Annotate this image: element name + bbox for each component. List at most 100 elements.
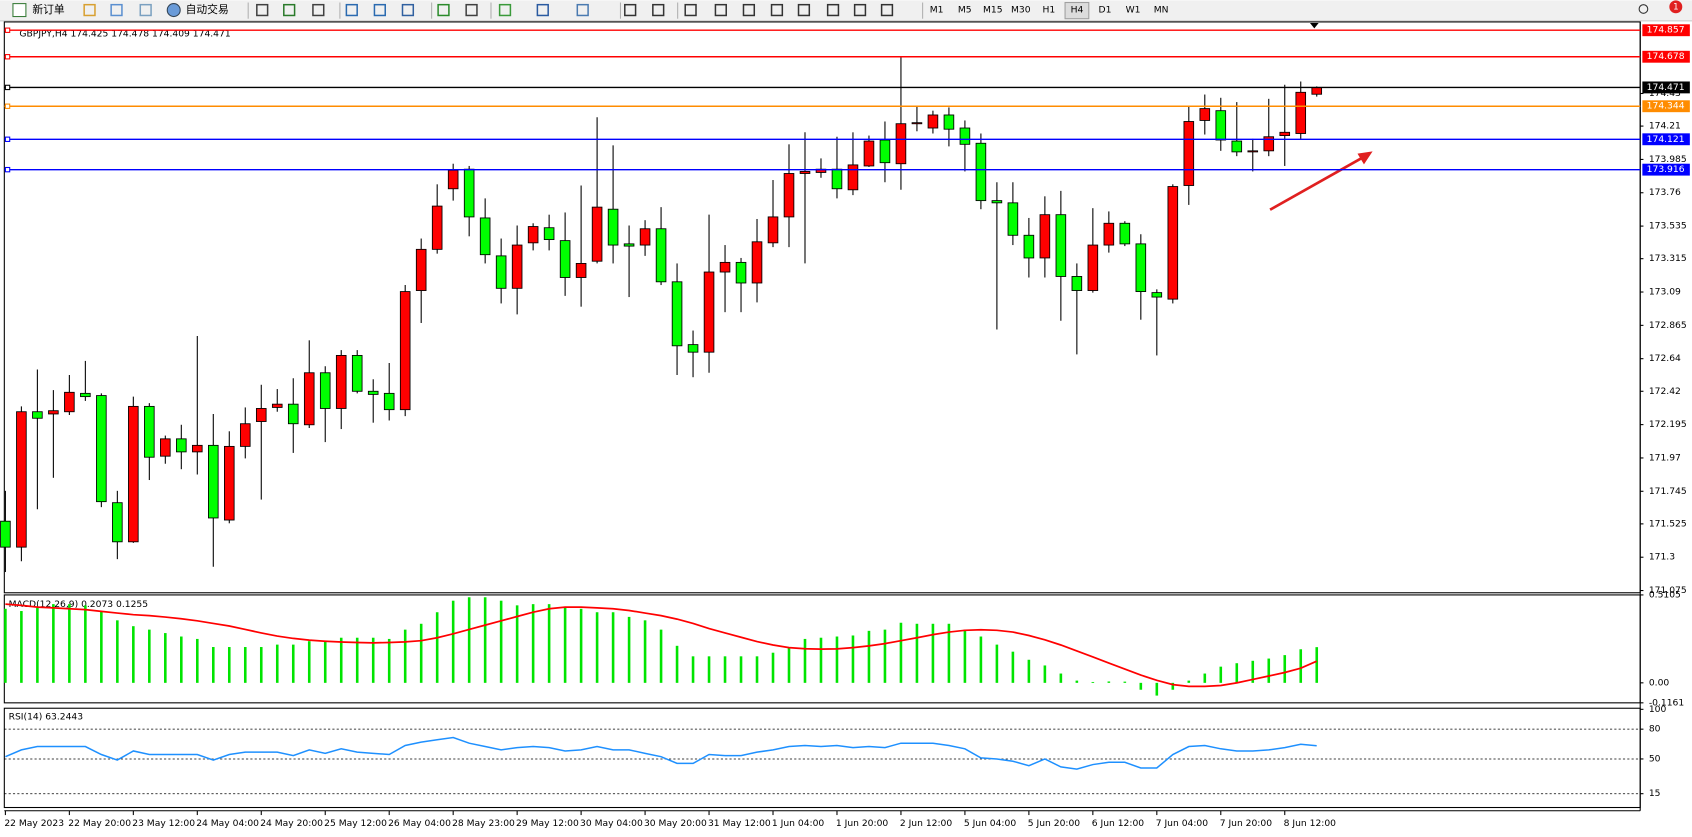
toolbar-icon[interactable]: [373, 3, 386, 17]
toolbar-icon[interactable]: [652, 3, 665, 17]
candle-body: [543, 227, 555, 241]
histogram-bar: [899, 622, 903, 683]
price-label-box: [1642, 81, 1690, 94]
candle-body: [927, 114, 939, 129]
toolbar-icon[interactable]: [437, 3, 450, 17]
candle-body: [943, 114, 955, 130]
timeframe-button[interactable]: H1: [1043, 5, 1056, 16]
candle-body: [975, 142, 987, 202]
histogram-bar: [675, 645, 679, 683]
histogram-bar: [579, 608, 583, 683]
toolbar-icon[interactable]: [624, 3, 637, 17]
annotation-arrowhead: [1357, 151, 1373, 165]
toolbar-icon[interactable]: [684, 3, 697, 17]
timeframe-button[interactable]: M30: [1011, 5, 1031, 16]
histogram-bar: [1267, 658, 1271, 683]
toolbar-icon[interactable]: [576, 3, 589, 17]
histogram-bar: [52, 604, 55, 683]
y-tick-label: 173.535: [1649, 221, 1687, 232]
toolbar-icon[interactable]: [401, 3, 415, 17]
price-label: 174.857: [1647, 25, 1685, 36]
candle-body: [431, 205, 443, 250]
candle-body: [1167, 186, 1179, 300]
line-handle: [4, 136, 11, 142]
toolbar-icon[interactable]: [312, 3, 325, 17]
macd-title: MACD(12,26,9) 0.2073 0.1255: [9, 599, 149, 610]
timeframe-button[interactable]: H4: [1071, 5, 1084, 16]
candle-body: [655, 228, 667, 283]
histogram-bar: [291, 644, 295, 683]
timeframe-button[interactable]: M15: [983, 5, 1003, 16]
timeframe-button[interactable]: D1: [1099, 5, 1112, 16]
histogram-bar: [4, 608, 7, 683]
histogram-bar: [435, 612, 439, 683]
toolbar-icon[interactable]: [498, 3, 512, 17]
candle-body: [0, 520, 11, 548]
y-tick-label: 172.195: [1649, 419, 1687, 430]
toolbar-icon[interactable]: [283, 3, 296, 17]
toolbar-icon[interactable]: [83, 3, 96, 17]
search-icon[interactable]: [1638, 4, 1649, 14]
histogram-bar: [563, 607, 567, 683]
candle-body: [1263, 136, 1275, 152]
histogram-bar: [116, 620, 119, 683]
toolbar-icon[interactable]: [714, 3, 727, 17]
histogram-bar: [691, 656, 695, 683]
candle-body: [96, 395, 107, 503]
timeframe-button[interactable]: MN: [1154, 5, 1169, 16]
x-tick-label: 26 May 04:00: [388, 818, 451, 829]
histogram-bar: [947, 623, 951, 683]
histogram-bar: [180, 636, 183, 683]
toolbar-icon[interactable]: [742, 3, 756, 17]
histogram-bar: [68, 604, 71, 683]
line-handle: [4, 54, 11, 60]
timeframe-button[interactable]: W1: [1126, 5, 1141, 16]
toolbar-icon[interactable]: [536, 3, 549, 17]
candle-body: [112, 502, 123, 543]
toolbar-icon[interactable]: [110, 3, 123, 17]
toolbar-icon[interactable]: [770, 3, 784, 17]
toolbar-icon[interactable]: [826, 3, 840, 17]
toolbar-icon[interactable]: [797, 3, 811, 17]
annotation-arrow: [1269, 155, 1365, 211]
notification-badge[interactable]: [1669, 0, 1683, 14]
y-tick-label: 171.075: [1649, 585, 1687, 596]
histogram-bar: [643, 620, 647, 683]
candle-body: [687, 344, 699, 353]
histogram-bar: [1059, 673, 1063, 683]
timeframe-button[interactable]: M1: [930, 5, 944, 16]
toolbar-icon[interactable]: [880, 3, 894, 17]
x-tick-label: 30 May 04:00: [580, 818, 643, 829]
toolbar-icon[interactable]: [139, 3, 152, 17]
toolbar-icon[interactable]: [256, 3, 269, 17]
candle-body: [671, 281, 683, 347]
histogram-bar: [148, 629, 151, 683]
y-tick-label: 0.00: [1649, 677, 1670, 688]
autotrade-icon[interactable]: [166, 3, 181, 18]
candle-body: [463, 168, 475, 218]
candle-body: [1103, 222, 1115, 246]
autotrade-button[interactable]: 自动交易: [186, 3, 229, 16]
histogram-bar: [323, 641, 327, 683]
toolbar-icon[interactable]: [345, 3, 358, 17]
candle-body: [239, 423, 251, 447]
toolbar-icon[interactable]: [465, 3, 478, 17]
x-tick-label: 22 May 2023: [4, 818, 64, 829]
candle-body: [607, 208, 619, 246]
histogram-bar: [36, 606, 39, 683]
x-tick-label: 5 Jun 20:00: [1028, 818, 1081, 829]
toolbar-icon[interactable]: [853, 3, 867, 17]
new-order-icon[interactable]: [12, 3, 27, 18]
chart-title: GBPJPY,H4 174.425 174.478 174.409 174.47…: [19, 28, 230, 39]
histogram-bar: [164, 633, 167, 683]
new-order-button[interactable]: 新订单: [32, 3, 65, 16]
y-tick-label: 0.5105: [1649, 589, 1681, 600]
x-tick-label: 29 May 12:00: [516, 818, 579, 829]
timeframe-button[interactable]: M5: [958, 5, 972, 16]
histogram-bar: [1027, 659, 1031, 683]
x-tick-label: 22 May 20:00: [68, 818, 131, 829]
candle-body: [319, 372, 331, 409]
histogram-bar: [835, 636, 839, 683]
candle-body: [80, 392, 91, 398]
candle-body: [223, 445, 235, 521]
